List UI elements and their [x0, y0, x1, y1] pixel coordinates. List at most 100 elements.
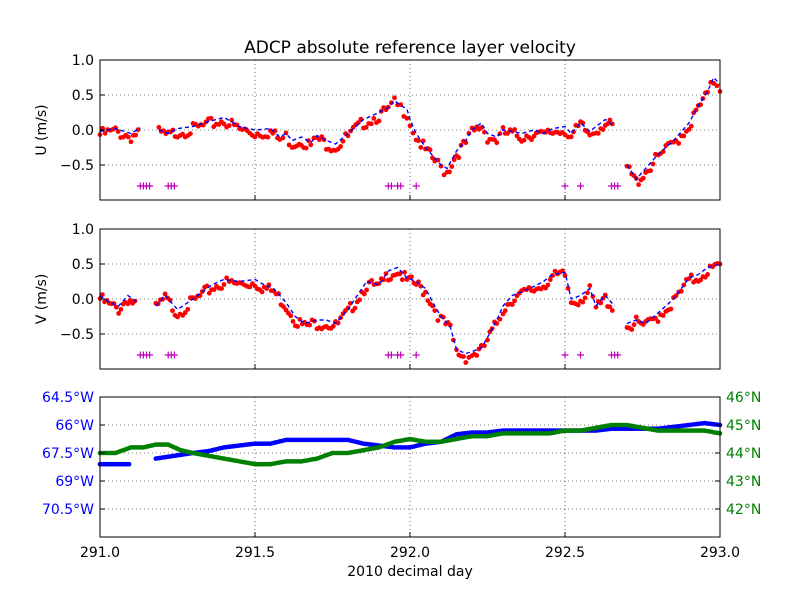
v-measured-point: [397, 271, 403, 277]
v-measured-point: [609, 308, 615, 313]
u-measured-point: [648, 168, 653, 174]
v-measured-point: [118, 307, 124, 312]
v-measured-point: [512, 298, 517, 304]
latitude-tick-label: 46°N: [726, 390, 761, 406]
v-measured-point: [423, 289, 428, 295]
v-measured-point: [167, 297, 173, 303]
v-flag-marker: [170, 351, 178, 359]
u-flag-marker: [387, 182, 395, 190]
u-measured-point: [494, 140, 500, 146]
v-measured-point: [660, 313, 666, 318]
v-measured-point: [185, 306, 191, 312]
v-velocity-panel: 1.0 0.5 0.0 −0.5 V (m/s): [34, 222, 723, 370]
u-measured-point: [441, 172, 447, 178]
chart-title: ADCP absolute reference layer velocity: [244, 38, 576, 58]
v-measured-point: [383, 271, 389, 276]
u-measured-point: [404, 115, 410, 121]
u-measured-point: [128, 139, 134, 145]
longitude-tick-label: 70.5°W: [42, 502, 94, 518]
v-measured-point: [364, 287, 369, 293]
latitude-tick-label: 45°N: [726, 418, 761, 434]
u-measured-point: [389, 100, 394, 106]
v-measured-point: [447, 322, 453, 328]
v-measured-point: [352, 305, 358, 311]
u-measured-point: [427, 147, 433, 153]
v-axis-label: V (m/s): [34, 274, 50, 325]
u-measured-point: [188, 131, 193, 137]
x-tick-label: 293.0: [700, 545, 740, 561]
v-measured-point: [347, 300, 353, 306]
latitude-ticks: 46°N 45°N 44°N 43°N 42°N: [715, 390, 761, 518]
v-measured-point: [182, 310, 188, 316]
v-y-tick-label: −0.5: [60, 327, 94, 343]
u-measured-point: [447, 169, 452, 175]
x-axis-ticks: 291.0 291.5 292.0 292.5 293.0: [80, 532, 740, 561]
u-axis-label: U (m/s): [34, 104, 50, 155]
v-measured-point: [425, 298, 431, 303]
x-tick-label: 292.0: [390, 545, 430, 561]
u-measured-point: [252, 134, 258, 140]
u-measured-point: [688, 123, 694, 129]
v-measured-point: [259, 289, 265, 295]
position-data-marks: [97, 420, 723, 467]
u-measured-point: [303, 145, 309, 151]
u-measured-point: [363, 125, 369, 130]
latitude-tick-label: 44°N: [726, 446, 761, 462]
u-measured-point: [407, 123, 413, 129]
u-flag-marker: [170, 182, 178, 190]
v-measured-point: [369, 278, 374, 283]
x-tick-label: 291.5: [235, 545, 275, 561]
longitude-tick-label: 67.5°W: [42, 446, 94, 462]
v-measured-point: [629, 327, 635, 332]
v-y-ticks: 1.0 0.5 0.0 −0.5: [60, 222, 721, 369]
u-measured-point: [660, 149, 666, 155]
v-smoothed-line: [99, 263, 721, 355]
u-measured-point: [338, 144, 343, 149]
u-measured-point: [280, 135, 286, 141]
u-measured-point: [568, 134, 574, 140]
u-measured-point: [125, 134, 131, 140]
v-measured-point: [113, 304, 119, 310]
u-y-tick-label: 0.5: [72, 88, 94, 104]
u-measured-point: [226, 123, 232, 128]
v-measured-point: [653, 315, 658, 321]
v-measured-point: [598, 300, 604, 306]
v-measured-point: [705, 272, 710, 277]
latitude-tick-label: 43°N: [726, 474, 761, 490]
u-measured-point: [133, 132, 139, 138]
v-measured-point: [221, 282, 227, 287]
v-measured-point: [388, 277, 393, 282]
u-measured-point: [505, 130, 510, 136]
u-data-marks: [97, 76, 723, 190]
u-measured-point: [435, 157, 441, 163]
v-measured-point: [361, 291, 367, 297]
v-y-tick-label: 1.0: [72, 222, 94, 238]
u-measured-point: [416, 138, 421, 144]
v-measured-point: [247, 284, 253, 290]
u-y-tick-label: 0.0: [72, 123, 94, 139]
v-measured-point: [587, 283, 593, 288]
u-measured-point: [135, 127, 141, 133]
u-measured-point: [308, 142, 314, 148]
u-flag-marker: [577, 182, 584, 190]
u-y-tick-label: −0.5: [60, 158, 94, 174]
v-measured-point: [461, 354, 466, 359]
v-measured-point: [402, 269, 407, 275]
v-measured-point: [290, 319, 296, 324]
u-measured-point: [368, 121, 374, 127]
longitude-tick-label: 64.5°W: [42, 390, 94, 406]
v-flag-marker: [614, 351, 622, 359]
u-flag-marker: [561, 182, 569, 190]
v-measured-point: [575, 302, 581, 308]
u-measured-point: [595, 130, 601, 136]
u-measured-point: [115, 129, 121, 134]
v-measured-point: [698, 277, 703, 283]
v-measured-point: [668, 306, 674, 312]
u-measured-point: [676, 141, 682, 146]
u-measured-point: [208, 115, 214, 121]
u-measured-point: [521, 137, 527, 143]
u-velocity-panel: 1.0 0.5 0.0 −0.5 U (m/s): [34, 53, 723, 201]
v-measured-point: [357, 297, 362, 303]
